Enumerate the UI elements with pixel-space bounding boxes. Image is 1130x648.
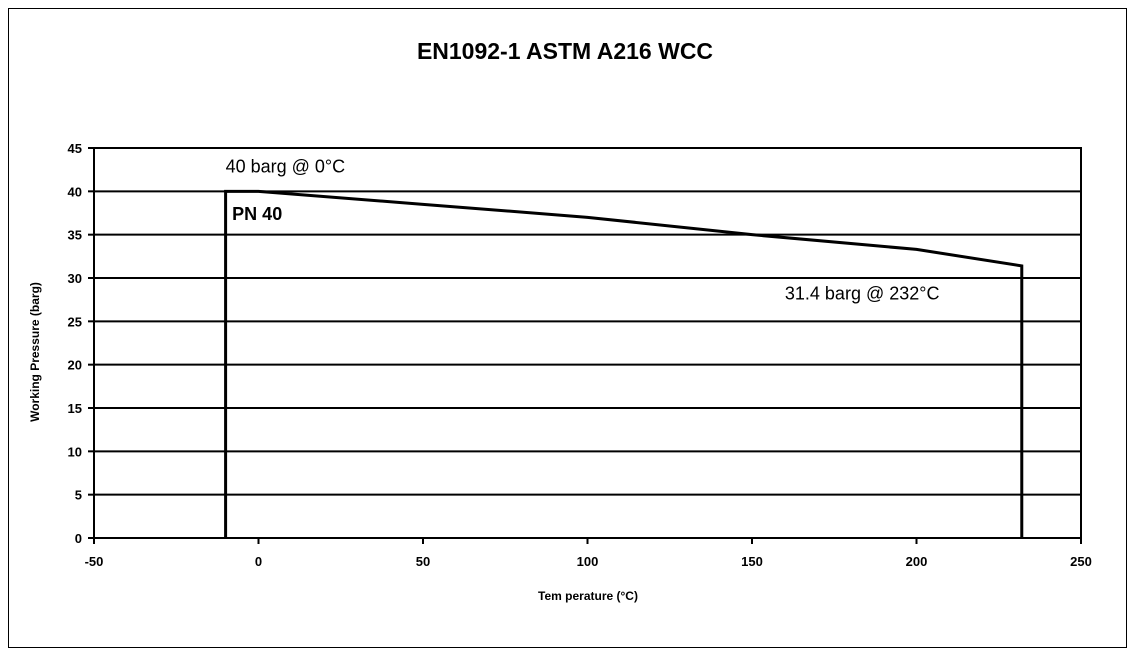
grid-lines xyxy=(94,190,1081,496)
y-tick-label: 25 xyxy=(68,314,82,329)
y-tick-label: 35 xyxy=(68,228,82,243)
y-tick-label: 20 xyxy=(68,358,82,373)
chart-frame xyxy=(8,8,1127,648)
y-tick-label: 40 xyxy=(68,184,82,199)
x-axis-label: Tem perature (°C) xyxy=(538,589,638,603)
x-axis-ticks: -50 0 50 100 150 200 250 xyxy=(85,538,1092,569)
x-tick-label: 0 xyxy=(255,554,262,569)
annotation-2: 31.4 barg @ 232°C xyxy=(785,284,940,304)
y-axis-ticks: 0 5 10 15 20 25 30 35 40 45 xyxy=(68,141,94,546)
annotations: 40 barg @ 0°C PN 40 31.4 barg @ 232°C xyxy=(226,156,940,303)
annotation-1: PN 40 xyxy=(232,204,282,224)
x-tick-label: 150 xyxy=(741,554,763,569)
y-tick-label: 15 xyxy=(68,401,82,416)
y-tick-label: 10 xyxy=(68,444,82,459)
chart-title: EN1092-1 ASTM A216 WCC xyxy=(417,38,713,64)
y-axis-label: Working Pressure (barg) xyxy=(28,282,42,422)
annotation-0: 40 barg @ 0°C xyxy=(226,156,346,176)
x-tick-label: 250 xyxy=(1070,554,1092,569)
series-line xyxy=(224,189,1024,538)
x-tick-label: -50 xyxy=(85,554,104,569)
x-tick-label: 100 xyxy=(577,554,599,569)
y-tick-label: 30 xyxy=(68,271,82,286)
y-tick-label: 0 xyxy=(75,531,82,546)
x-tick-label: 200 xyxy=(906,554,928,569)
y-tick-label: 45 xyxy=(68,141,82,156)
x-tick-label: 50 xyxy=(416,554,430,569)
y-tick-label: 5 xyxy=(75,488,82,503)
